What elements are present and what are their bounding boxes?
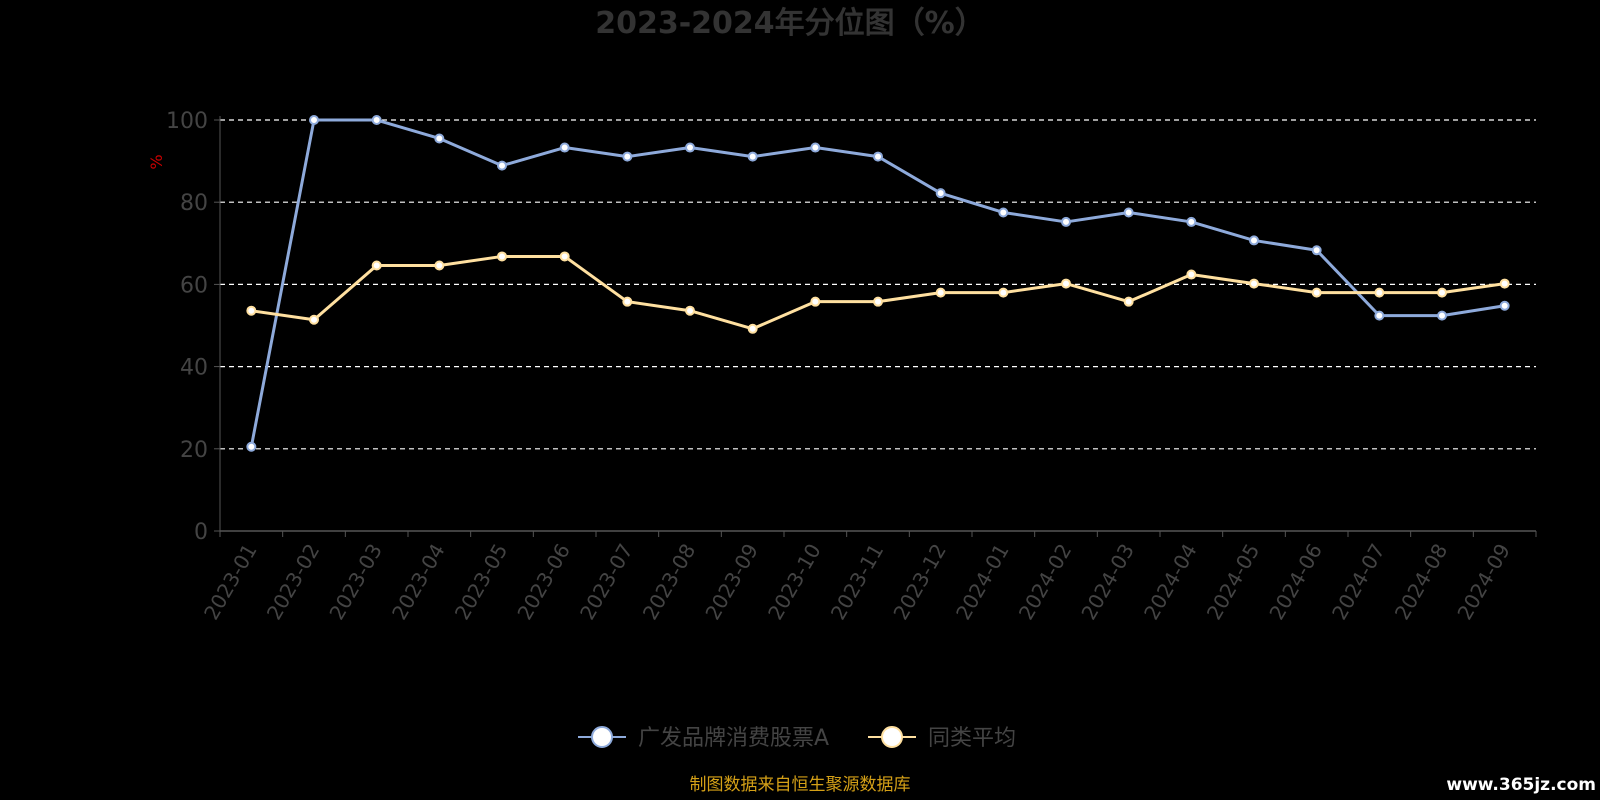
x-tick-label: 2023-01 <box>199 540 262 624</box>
data-point <box>1249 235 1259 246</box>
data-point <box>810 296 821 307</box>
chart-title: 2023-2024年分位图（%） <box>595 6 985 41</box>
x-tick-label: 2023-10 <box>763 540 826 624</box>
y-tick-label: 40 <box>180 356 208 381</box>
x-tick-label: 2023-05 <box>450 540 513 624</box>
data-point <box>1061 216 1071 227</box>
data-point <box>497 160 507 171</box>
data-point <box>246 441 257 452</box>
y-tick-label: 0 <box>194 520 208 545</box>
x-tick-label: 2024-04 <box>1139 540 1202 624</box>
x-tick-label: 2024-05 <box>1202 540 1265 624</box>
data-point <box>1437 310 1447 321</box>
x-tick-label: 2023-02 <box>262 540 325 624</box>
data-point <box>1123 296 1134 307</box>
data-point <box>371 115 382 125</box>
x-tick-label: 2024-09 <box>1452 540 1515 624</box>
data-point <box>1249 278 1259 289</box>
data-point <box>559 142 570 153</box>
data-point <box>935 188 946 199</box>
data-point <box>309 314 319 325</box>
y-tick-label: 100 <box>166 109 208 134</box>
x-tick-label: 2024-03 <box>1076 540 1139 624</box>
data-point <box>1311 287 1322 298</box>
x-tick-label: 2023-06 <box>512 540 575 624</box>
legend-label: 广发品牌消费股票A <box>638 726 829 751</box>
data-point <box>622 296 633 307</box>
data-point <box>1186 269 1197 280</box>
data-point <box>1186 216 1197 227</box>
data-point <box>873 296 883 307</box>
x-tick-label: 2023-09 <box>700 540 763 624</box>
series-line <box>249 118 1505 448</box>
data-point <box>622 151 633 162</box>
series-group <box>246 115 1510 452</box>
legend-marker <box>591 726 613 748</box>
data-point <box>998 207 1009 218</box>
data-point <box>246 305 257 316</box>
y-tick-label: 20 <box>180 438 208 463</box>
data-point <box>873 151 883 162</box>
x-tick-label: 2023-12 <box>888 540 951 624</box>
data-point <box>685 305 695 316</box>
data-point <box>1437 287 1447 298</box>
data-point <box>1374 287 1385 298</box>
data-point <box>1123 207 1134 218</box>
data-point <box>1499 300 1510 311</box>
source-note: 制图数据来自恒生聚源数据库 <box>690 775 911 795</box>
y-tick-label: 60 <box>180 273 208 298</box>
x-tick-label: 2024-06 <box>1264 540 1327 624</box>
data-point <box>998 287 1009 298</box>
y-tick-label: 80 <box>180 191 208 216</box>
legend: 广发品牌消费股票A 同类平均 <box>578 726 1016 751</box>
x-tick-label: 2023-08 <box>638 540 701 624</box>
grid-lines <box>220 119 1536 450</box>
data-point <box>935 287 946 298</box>
legend-marker <box>881 726 903 748</box>
data-point <box>1311 245 1322 256</box>
data-point <box>434 260 445 271</box>
legend-label: 同类平均 <box>928 726 1016 751</box>
x-tick-label: 2024-02 <box>1014 540 1077 624</box>
data-point <box>497 251 507 262</box>
data-point <box>747 323 758 334</box>
y-axis-unit: % <box>147 154 166 169</box>
data-point <box>810 142 821 153</box>
data-point <box>434 133 445 144</box>
data-point <box>685 142 695 153</box>
data-point <box>1499 278 1510 289</box>
x-tick-label: 2023-04 <box>387 540 450 624</box>
data-point <box>747 151 758 162</box>
data-point <box>309 115 319 125</box>
x-tick-label: 2023-07 <box>575 540 638 624</box>
x-tick-label: 2024-07 <box>1327 540 1390 624</box>
x-tick-label: 2024-01 <box>951 540 1014 624</box>
data-point <box>559 251 570 262</box>
x-tick-label: 2023-11 <box>826 540 889 624</box>
watermark: www.365jz.com <box>1446 775 1596 795</box>
x-tick-label: 2023-03 <box>324 540 387 624</box>
data-point <box>371 260 382 271</box>
data-point <box>1374 310 1385 321</box>
data-point <box>1061 278 1071 289</box>
x-tick-label: 2024-08 <box>1390 540 1453 624</box>
